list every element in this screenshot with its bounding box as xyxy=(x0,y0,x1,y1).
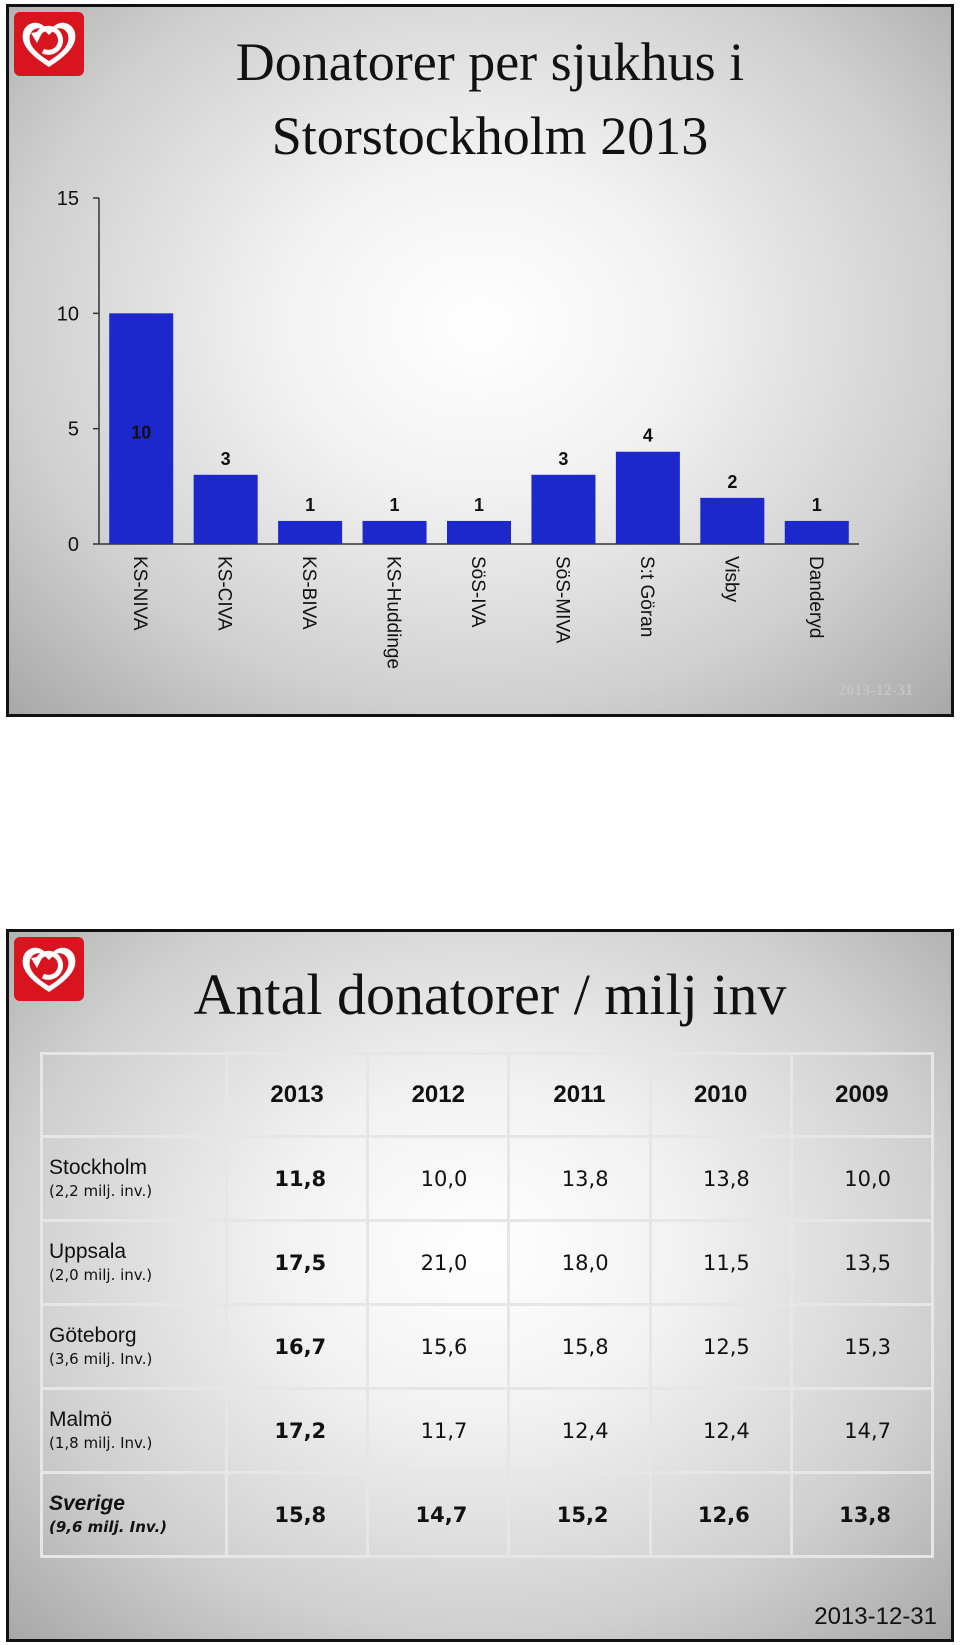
row-label: Sverige (9,6 milj. Inv.) xyxy=(40,1471,228,1558)
row-label: Stockholm (2,2 milj. inv.) xyxy=(40,1135,228,1222)
table-cell: 13,8 xyxy=(648,1135,793,1222)
row-label: Malmö (1,8 milj. Inv.) xyxy=(40,1387,228,1474)
column-header: 2011 xyxy=(507,1052,652,1138)
table-cell: 14,7 xyxy=(789,1387,935,1474)
table-cell: 10,0 xyxy=(366,1135,511,1222)
region-population: (3,6 milj. Inv.) xyxy=(49,1349,153,1368)
table-cell: 13,8 xyxy=(789,1471,935,1558)
table-cell: 13,8 xyxy=(507,1135,652,1222)
table-row: Göteborg (3,6 milj. Inv.) 16,7 15,6 15,8… xyxy=(40,1303,935,1390)
region-population: (9,6 milj. Inv.) xyxy=(49,1517,167,1536)
table-cell: 15,3 xyxy=(789,1303,935,1390)
bar-data-label: 1 xyxy=(812,495,822,515)
table-row: Stockholm (2,2 milj. inv.) 11,8 10,0 13,… xyxy=(40,1135,935,1222)
x-tick-label: KS-BIVA xyxy=(298,556,319,630)
bar xyxy=(784,520,849,544)
region-name: Stockholm xyxy=(49,1155,148,1179)
region-population: (2,2 milj. inv.) xyxy=(49,1181,153,1200)
bar xyxy=(278,520,343,544)
table-cell: 10,0 xyxy=(789,1135,935,1222)
bar xyxy=(615,451,680,544)
slide-date: 2013-12-31 xyxy=(838,682,913,699)
table-cell: 15,8 xyxy=(507,1303,652,1390)
table-cell: 13,5 xyxy=(789,1219,935,1306)
table-cell: 12,5 xyxy=(648,1303,793,1390)
table-header-row: 2013 2012 2011 2010 2009 xyxy=(40,1052,935,1138)
table-cell: 15,2 xyxy=(507,1471,652,1558)
x-tick-label: SöS-MIVA xyxy=(551,556,572,644)
column-header: 2009 xyxy=(789,1052,935,1138)
bar xyxy=(362,520,427,544)
bar-chart: 0 5 10 15 10 KS-NIVA 3 KS-CIVA 1 KS-BIVA 1 KS-Huddi… xyxy=(57,188,859,669)
x-tick-label: Danderyd xyxy=(805,556,826,638)
bar-data-label: 10 xyxy=(131,422,151,442)
column-header: 2012 xyxy=(366,1052,511,1138)
bar xyxy=(193,474,258,544)
table-cell: 18,0 xyxy=(507,1219,652,1306)
slide-donors-per-million: Antal donatorer / milj inv 2013 2012 201… xyxy=(6,929,954,1642)
region-population: (1,8 milj. Inv.) xyxy=(49,1433,153,1452)
table-row-total: Sverige (9,6 milj. Inv.) 15,8 14,7 15,2 … xyxy=(40,1471,935,1558)
bar xyxy=(531,474,596,544)
table-cell: 21,0 xyxy=(366,1219,511,1306)
region-name: Sverige xyxy=(49,1491,125,1515)
row-label: Uppsala (2,0 milj. inv.) xyxy=(40,1219,228,1306)
table-cell: 17,5 xyxy=(224,1219,370,1306)
table-cell: 12,4 xyxy=(648,1387,793,1474)
heart-arrow-logo-icon xyxy=(14,12,84,76)
column-header: 2010 xyxy=(648,1052,793,1138)
slide-donors-per-hospital: Donatorer per sjukhus i Storstockholm 20… xyxy=(6,4,954,717)
x-tick-label: KS-CIVA xyxy=(214,556,235,631)
table-cell: 15,8 xyxy=(224,1471,370,1558)
slide-date: 2013-12-31 xyxy=(814,1603,937,1630)
table-cell: 11,8 xyxy=(224,1135,370,1222)
bar-data-label: 1 xyxy=(305,495,315,515)
column-header: 2013 xyxy=(224,1052,370,1138)
bar xyxy=(109,313,174,544)
donors-table: 2013 2012 2011 2010 2009 Stockholm (2,2 … xyxy=(40,1052,935,1558)
table-cell: 14,7 xyxy=(366,1471,511,1558)
table-cell: 15,6 xyxy=(366,1303,511,1390)
table-cell: 11,5 xyxy=(648,1219,793,1306)
y-tick-label: 15 xyxy=(57,188,79,210)
x-tick-label: Visby xyxy=(720,556,741,603)
x-tick-label: S:t Göran xyxy=(636,556,657,637)
row-label: Göteborg (3,6 milj. Inv.) xyxy=(40,1303,228,1390)
x-tick-label: KS-NIVA xyxy=(129,556,150,631)
bar-data-label: 1 xyxy=(474,495,484,515)
bar xyxy=(700,497,765,544)
region-name: Uppsala xyxy=(49,1239,127,1263)
table-corner-cell xyxy=(40,1052,228,1138)
x-tick-label: SöS-IVA xyxy=(467,556,488,628)
bar-data-label: 4 xyxy=(643,426,653,446)
table-cell: 17,2 xyxy=(224,1387,370,1474)
region-population: (2,0 milj. inv.) xyxy=(49,1265,153,1284)
y-tick-label: 10 xyxy=(57,303,79,325)
title-line-1: Donatorer per sjukhus i xyxy=(235,32,745,92)
table-cell: 11,7 xyxy=(366,1387,511,1474)
bar-data-label: 2 xyxy=(727,472,737,492)
table-cell: 12,4 xyxy=(507,1387,652,1474)
region-name: Malmö xyxy=(49,1407,113,1431)
table-cell: 12,6 xyxy=(648,1471,793,1558)
table-cell: 16,7 xyxy=(224,1303,370,1390)
y-tick-label: 0 xyxy=(68,534,79,556)
bar xyxy=(447,520,511,544)
bar-data-label: 1 xyxy=(390,495,400,515)
chart-title: Donatorer per sjukhus i Storstockholm 20… xyxy=(9,25,951,173)
bar-data-label: 3 xyxy=(558,449,568,469)
table-row: Malmö (1,8 milj. Inv.) 17,2 11,7 12,4 12… xyxy=(40,1387,935,1474)
heart-arrow-logo-icon xyxy=(14,937,84,1001)
slide-title: Antal donatorer / milj inv xyxy=(193,962,787,1027)
x-tick-label: KS-Huddinge xyxy=(383,556,404,669)
title-line-2: Storstockholm 2013 xyxy=(271,106,709,166)
table-row: Uppsala (2,0 milj. inv.) 17,5 21,0 18,0 … xyxy=(40,1219,935,1306)
y-tick-label: 5 xyxy=(68,419,79,441)
bar-data-label: 3 xyxy=(221,449,231,469)
region-name: Göteborg xyxy=(49,1323,137,1347)
